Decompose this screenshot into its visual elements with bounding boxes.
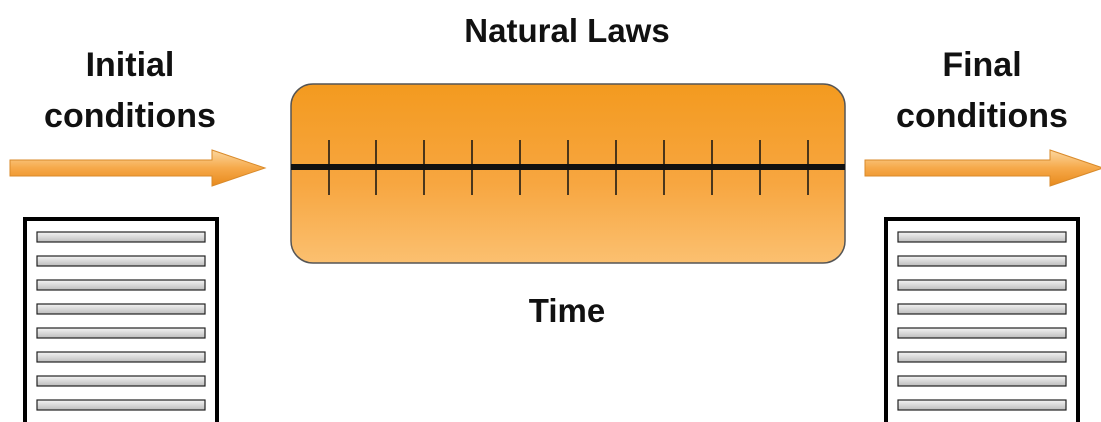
input-arrow	[9, 149, 267, 187]
axis-label: Time	[528, 292, 606, 329]
output-list	[884, 217, 1080, 422]
output-arrow	[864, 149, 1101, 187]
output-label: Final conditions	[896, 46, 1068, 135]
input-label: Initial conditions	[44, 46, 216, 135]
timeline	[291, 140, 845, 195]
title: Natural Laws	[464, 12, 670, 49]
input-list	[23, 217, 219, 422]
